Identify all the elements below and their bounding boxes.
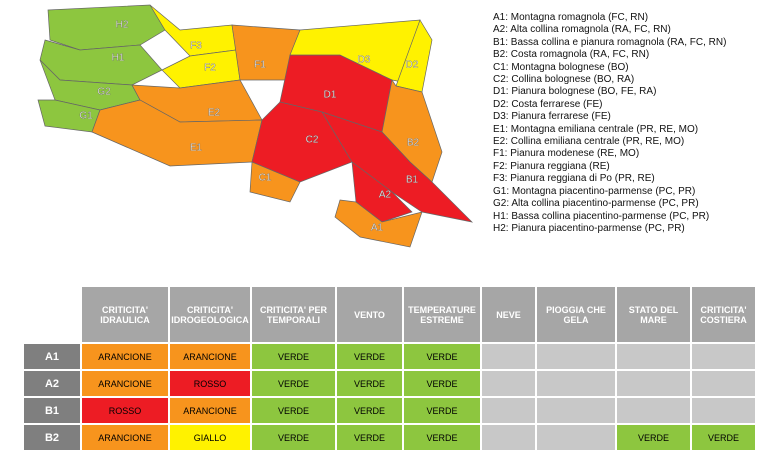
column-header: STATO DEL MARE xyxy=(617,287,690,342)
empty-cell xyxy=(537,344,615,369)
empty-cell xyxy=(482,344,535,369)
legend-item: F2: Pianura reggiana (RE) xyxy=(493,160,610,172)
zone-label: B1 xyxy=(406,175,419,186)
status-cell: ROSSO xyxy=(82,398,168,423)
legend-item: H1: Bassa collina piacentino-parmense (P… xyxy=(493,210,710,222)
zone-label: H2 xyxy=(116,20,129,31)
column-header: VENTO xyxy=(337,287,402,342)
legend-item: E1: Montagna emiliana centrale (PR, RE, … xyxy=(493,123,699,135)
status-cell: ROSSO xyxy=(170,371,250,396)
column-header: NEVE xyxy=(482,287,535,342)
table-row: A1 ARANCIONE ARANCIONE VERDE VERDE VERDE xyxy=(24,344,755,369)
legend-item: G1: Montagna piacentino-parmense (PC, PR… xyxy=(493,185,696,197)
legend-item: H2: Pianura piacentino-parmense (PC, PR) xyxy=(493,222,685,234)
empty-cell xyxy=(692,398,755,423)
status-cell: ARANCIONE xyxy=(82,425,168,450)
status-cell: ARANCIONE xyxy=(170,398,250,423)
corner-cell xyxy=(24,287,80,342)
zone-label: D2 xyxy=(406,60,419,71)
empty-cell xyxy=(617,371,690,396)
status-cell: VERDE xyxy=(252,344,335,369)
status-cell: VERDE xyxy=(252,425,335,450)
zone-label: F2 xyxy=(204,63,216,74)
empty-cell xyxy=(692,344,755,369)
status-cell: ARANCIONE xyxy=(82,371,168,396)
status-cell: VERDE xyxy=(617,425,690,450)
empty-cell xyxy=(537,371,615,396)
status-cell: VERDE xyxy=(404,344,480,369)
map-zone xyxy=(47,4,166,51)
column-header: PIOGGIA CHE GELA xyxy=(537,287,615,342)
column-header: CRITICITA' IDROGEOLOGICA xyxy=(170,287,250,342)
zone-label: D1 xyxy=(324,90,337,101)
legend-item: D3: Pianura ferrarese (FE) xyxy=(493,111,611,123)
legend-item: G2: Alta collina piacentino-parmense (PC… xyxy=(493,198,699,210)
table-row: B2 ARANCIONE GIALLO VERDE VERDE VERDE VERDE VER… xyxy=(24,425,755,450)
zone-cell: B2 xyxy=(24,425,80,450)
empty-cell xyxy=(537,425,615,450)
status-cell: VERDE xyxy=(692,425,755,450)
empty-cell xyxy=(482,371,535,396)
status-cell: VERDE xyxy=(337,371,402,396)
legend-item: D2: Costa ferrarese (FE) xyxy=(493,98,603,110)
empty-cell xyxy=(537,398,615,423)
zone-label: E2 xyxy=(208,108,221,119)
zone-label: G1 xyxy=(79,111,93,122)
map-zone xyxy=(249,161,301,203)
map-zone xyxy=(334,199,423,248)
map-zone xyxy=(351,161,413,223)
zone-cell: B1 xyxy=(24,398,80,423)
column-header: TEMPERATURE ESTREME xyxy=(404,287,480,342)
zone-label: A2 xyxy=(379,190,392,201)
status-cell: VERDE xyxy=(337,398,402,423)
empty-cell xyxy=(482,425,535,450)
zone-label: G2 xyxy=(97,87,111,98)
legend-item: B1: Bassa collina e pianura romagnola (R… xyxy=(493,36,727,48)
status-cell: VERDE xyxy=(404,398,480,423)
header-row: CRITICITA' IDRAULICA CRITICITA' IDROGEOLO… xyxy=(24,287,755,342)
empty-cell xyxy=(692,371,755,396)
legend-item: E2: Collina emiliana centrale (PR, RE, M… xyxy=(493,136,685,148)
empty-cell xyxy=(617,344,690,369)
zone-label: D3 xyxy=(358,55,371,66)
zone-label: F1 xyxy=(254,60,266,71)
zone-label: A1 xyxy=(371,223,384,234)
zone-cell: A1 xyxy=(24,344,80,369)
legend-item: C1: Montagna bolognese (BO) xyxy=(493,61,629,73)
empty-cell xyxy=(617,398,690,423)
column-header: CRITICITA' PER TEMPORALI xyxy=(252,287,335,342)
zone-cell: A2 xyxy=(24,371,80,396)
zone-label: C2 xyxy=(306,135,319,146)
status-cell: VERDE xyxy=(252,398,335,423)
empty-cell xyxy=(482,398,535,423)
status-cell: ARANCIONE xyxy=(170,344,250,369)
zone-label: B2 xyxy=(407,138,420,149)
legend-item: A2: Alta collina romagnola (RA, FC, RN) xyxy=(493,24,671,36)
column-header: CRITICITA' IDRAULICA xyxy=(82,287,168,342)
zone-label: H1 xyxy=(112,53,125,64)
table-row: B1 ROSSO ARANCIONE VERDE VERDE VERDE xyxy=(24,398,755,423)
zone-label: C1 xyxy=(259,173,272,184)
status-cell: GIALLO xyxy=(170,425,250,450)
legend-item: F1: Pianura modenese (RE, MO) xyxy=(493,148,640,160)
legend-item: D1: Pianura bolognese (BO, FE, RA) xyxy=(493,86,657,98)
alert-table: CRITICITA' IDRAULICA CRITICITA' IDROGEOLO… xyxy=(22,285,757,452)
legend-item: A1: Montagna romagnola (FC, RN) xyxy=(493,12,649,23)
legend-item: B2: Costa romagnola (RA, FC, RN) xyxy=(493,49,650,61)
status-cell: VERDE xyxy=(404,371,480,396)
status-cell: ARANCIONE xyxy=(82,344,168,369)
page: H2 H1 G2 G1 F3 F2 F1 E2 E1 D1 D3 D2 C2 C1 B2 B1 A2 A1 A1:… xyxy=(24,4,755,450)
column-header: CRITICITA' COSTIERA xyxy=(692,287,755,342)
status-cell: VERDE xyxy=(252,371,335,396)
legend: A1: Montagna romagnola (FC, RN) A2: Alta … xyxy=(493,12,726,235)
zone-label: F3 xyxy=(190,41,202,52)
status-cell: VERDE xyxy=(404,425,480,450)
status-cell: VERDE xyxy=(337,425,402,450)
table-row: A2 ARANCIONE ROSSO VERDE VERDE VERDE xyxy=(24,371,755,396)
legend-item: F3: Pianura reggiana di Po (PR, RE) xyxy=(493,173,655,185)
zone-label: E1 xyxy=(190,143,203,154)
legend-item: C2: Collina bolognese (BO, RA) xyxy=(493,74,635,86)
status-cell: VERDE xyxy=(337,344,402,369)
